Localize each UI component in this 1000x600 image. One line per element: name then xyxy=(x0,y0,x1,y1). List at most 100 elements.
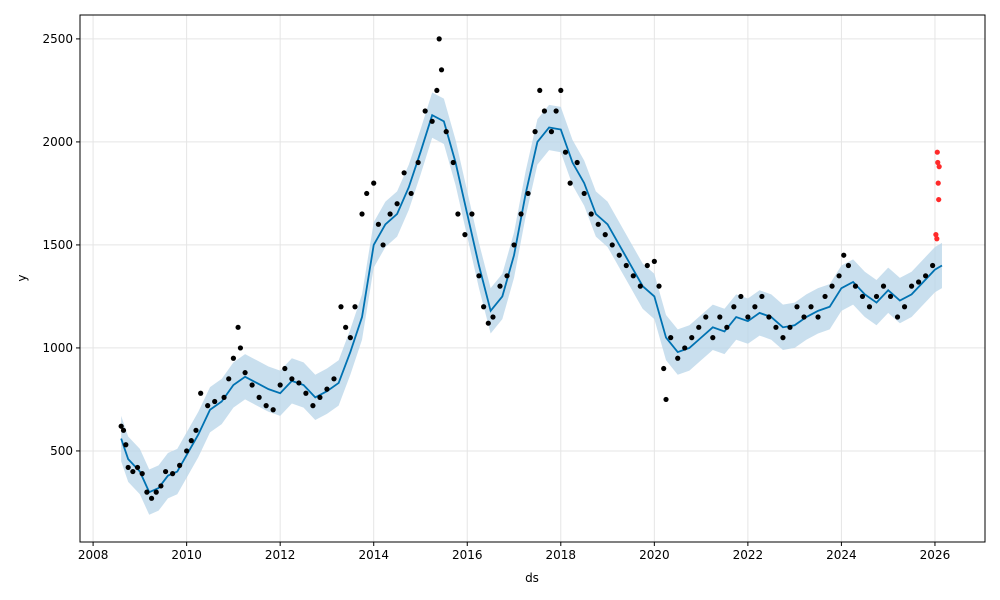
data-point xyxy=(296,380,302,386)
data-point xyxy=(780,335,786,341)
data-point xyxy=(936,164,942,170)
data-point xyxy=(188,438,194,444)
data-point xyxy=(343,324,349,330)
data-point xyxy=(630,273,636,279)
data-point xyxy=(118,423,124,429)
data-point xyxy=(668,335,674,341)
y-tick-label: 1500 xyxy=(42,238,73,252)
data-point xyxy=(866,304,873,310)
data-point xyxy=(553,108,559,114)
data-point xyxy=(455,211,461,217)
data-point xyxy=(717,314,723,320)
data-point xyxy=(815,314,821,320)
data-point xyxy=(651,258,657,265)
x-tick-label: 2016 xyxy=(452,548,483,562)
data-point xyxy=(801,314,807,320)
data-point xyxy=(930,262,936,269)
data-point xyxy=(375,221,381,227)
data-point xyxy=(504,273,510,279)
data-point xyxy=(616,252,622,258)
data-point xyxy=(226,376,232,382)
data-point xyxy=(422,108,428,114)
data-point xyxy=(242,370,248,376)
data-point xyxy=(198,390,204,396)
data-point xyxy=(256,394,262,400)
plot-frame xyxy=(79,14,986,543)
x-axis-label: ds xyxy=(525,571,539,585)
data-point xyxy=(310,403,316,409)
data-point xyxy=(525,190,531,197)
data-point xyxy=(787,324,793,330)
data-point xyxy=(184,448,190,454)
data-point xyxy=(609,242,615,248)
x-tick-label: 2020 xyxy=(639,548,670,562)
data-point xyxy=(429,118,435,124)
data-point xyxy=(794,304,800,310)
data-point xyxy=(581,190,587,197)
data-point xyxy=(773,324,779,330)
data-point xyxy=(745,314,751,320)
x-tick-label: 2008 xyxy=(78,548,109,562)
data-point xyxy=(873,293,880,300)
data-point xyxy=(303,390,309,396)
data-point xyxy=(836,273,842,279)
y-axis-label: y xyxy=(15,274,29,281)
data-point xyxy=(170,471,176,477)
data-point xyxy=(703,314,709,320)
data-point xyxy=(537,87,543,94)
data-point xyxy=(270,407,276,413)
data-point xyxy=(324,386,330,392)
data-point xyxy=(130,468,136,475)
data-point xyxy=(558,87,564,94)
data-point xyxy=(637,283,643,289)
data-point xyxy=(490,314,496,320)
data-point xyxy=(859,293,866,300)
data-point xyxy=(852,283,859,289)
data-point xyxy=(541,108,548,114)
data-point xyxy=(934,149,940,155)
data-point xyxy=(289,376,295,382)
x-tick-label: 2022 xyxy=(733,548,764,562)
data-point xyxy=(485,320,491,326)
data-point xyxy=(158,483,164,489)
data-point xyxy=(282,365,288,372)
data-point xyxy=(352,304,358,310)
data-point xyxy=(901,304,908,310)
data-point xyxy=(759,293,765,300)
data-point xyxy=(317,394,323,400)
data-point xyxy=(710,335,716,341)
data-point xyxy=(347,335,353,341)
data-point xyxy=(221,394,227,400)
data-point xyxy=(574,159,580,166)
data-point xyxy=(476,273,482,279)
data-point xyxy=(923,273,929,279)
data-point xyxy=(394,201,400,207)
data-point xyxy=(469,211,475,217)
data-point xyxy=(689,335,695,341)
data-point xyxy=(822,293,828,300)
data-point xyxy=(934,236,940,242)
data-point xyxy=(123,442,129,448)
data-point xyxy=(738,293,744,300)
data-point xyxy=(497,283,503,289)
data-point xyxy=(148,495,155,501)
data-point xyxy=(371,180,377,186)
data-point xyxy=(230,355,237,361)
uncertainty-band xyxy=(121,92,942,515)
data-point xyxy=(277,382,283,388)
y-tick-label: 2000 xyxy=(42,135,73,149)
data-point xyxy=(935,180,941,186)
data-point xyxy=(153,489,159,495)
data-point xyxy=(915,279,922,285)
data-point xyxy=(450,159,456,166)
x-tick-label: 2014 xyxy=(358,548,389,562)
data-point xyxy=(359,211,365,217)
data-point xyxy=(841,252,847,258)
data-point xyxy=(880,283,887,289)
data-point xyxy=(663,396,669,403)
data-point xyxy=(162,468,169,475)
data-point xyxy=(511,242,517,248)
data-point xyxy=(656,283,662,289)
x-tick-label: 2026 xyxy=(920,548,951,562)
y-tick-label: 1000 xyxy=(42,341,73,355)
